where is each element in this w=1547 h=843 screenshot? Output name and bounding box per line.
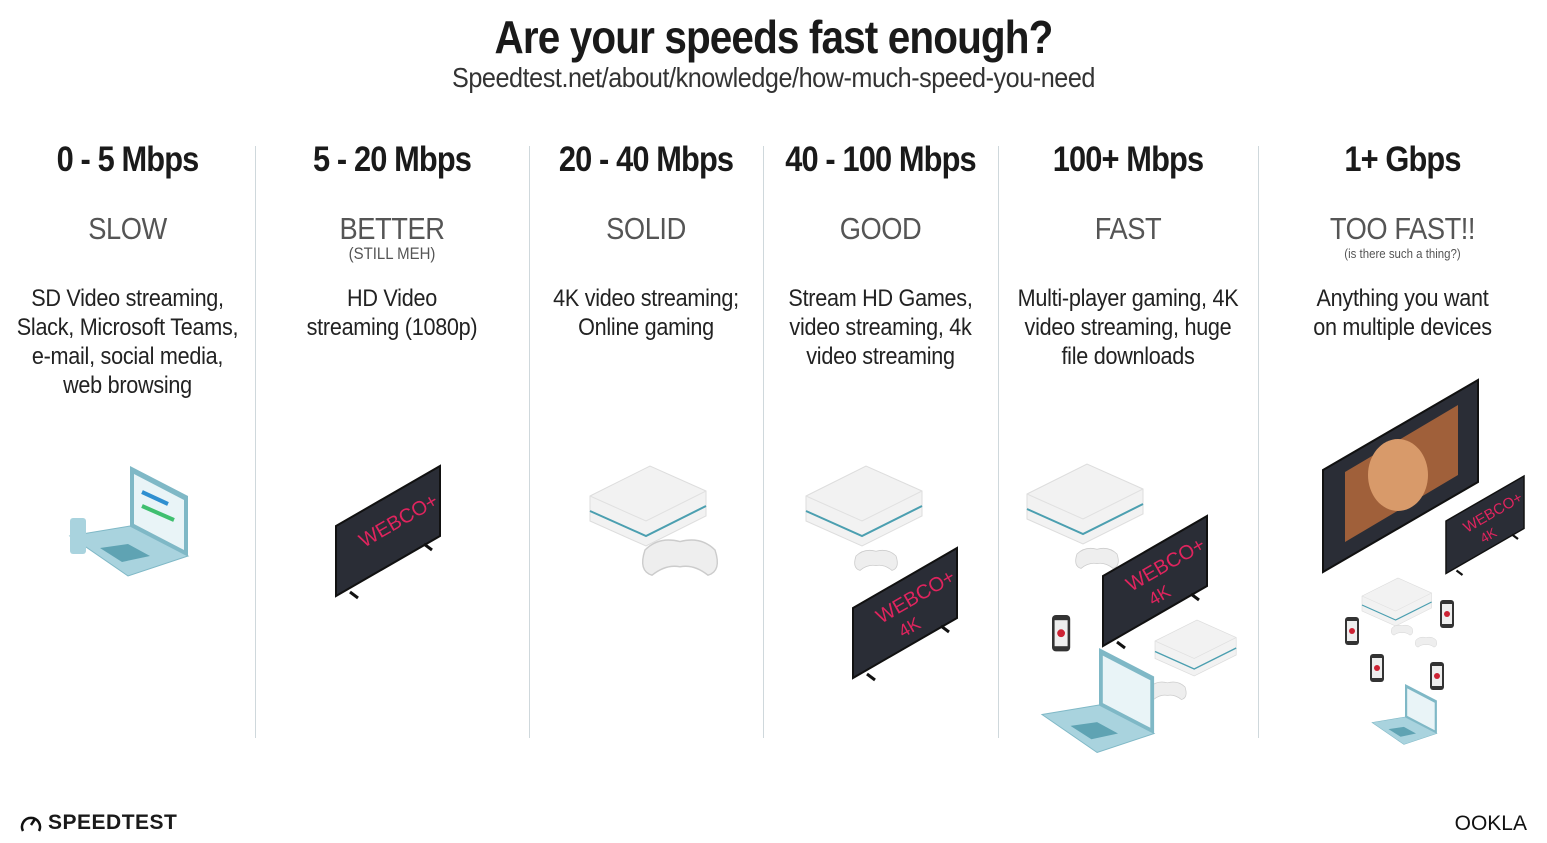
- speedometer-icon: [20, 816, 42, 832]
- gamepad-icon: [1415, 636, 1437, 648]
- speedtest-logo: SPEEDTEST: [20, 811, 177, 835]
- page-title: Are your speeds fast enough?: [494, 11, 1054, 63]
- speed-range: 100+ Mbps: [1052, 140, 1204, 179]
- chat-bubble-line: [141, 490, 169, 506]
- tier-description: Stream HD Games, video streaming, 4k vid…: [788, 285, 973, 370]
- tier-label: SLOW: [88, 211, 167, 246]
- gamepad-icon: [1391, 624, 1413, 636]
- tier-good: 40 - 100 Mbps GOOD Stream HD Games, vide…: [763, 140, 998, 740]
- tv-icon: WEBCO+: [334, 464, 442, 600]
- tier-sublabel: (STILL MEH): [348, 244, 436, 263]
- tier-description: Multi-player gaming, 4K video streaming,…: [1017, 285, 1239, 370]
- tier-label: BETTER: [339, 211, 445, 246]
- source-url: Speedtest.net/about/knowledge/how-much-s…: [452, 62, 1095, 93]
- speed-range: 1+ Gbps: [1344, 140, 1461, 179]
- chat-bubble-line: [141, 504, 175, 522]
- laptop-icon: [69, 465, 189, 577]
- tier-solid: 20 - 40 Mbps SOLID 4K video streaming; O…: [529, 140, 763, 740]
- speed-range: 5 - 20 Mbps: [312, 140, 472, 179]
- phone-icon: [1430, 662, 1444, 690]
- phone-icon: [70, 518, 86, 554]
- tier-label: SOLID: [606, 211, 686, 246]
- column-divider: [529, 146, 530, 738]
- tier-description: 4K video streaming; Online gaming: [553, 285, 739, 341]
- tier-better: 5 - 20 Mbps BETTER (STILL MEH) HD Video …: [255, 140, 529, 740]
- tier-label: TOO FAST!!: [1329, 211, 1476, 246]
- game-console-icon: [589, 465, 719, 576]
- ookla-logo: OOKLA: [1454, 812, 1527, 835]
- phone-icon: [1440, 600, 1454, 628]
- phone-icon: [1052, 615, 1071, 652]
- large-tv-icon: [1322, 378, 1479, 574]
- speedtest-wordmark: SPEEDTEST: [48, 811, 178, 834]
- tier-description: Anything you want on multiple devices: [1313, 285, 1492, 341]
- tier-slow: 0 - 5 Mbps SLOW SD Video streaming, Slac…: [0, 140, 255, 740]
- speed-range: 0 - 5 Mbps: [56, 140, 200, 179]
- column-divider: [998, 146, 999, 738]
- speed-range: 20 - 40 Mbps: [558, 140, 734, 179]
- tier-description: SD Video streaming, Slack, Microsoft Tea…: [16, 285, 239, 399]
- gamepad-icon: [641, 539, 719, 576]
- gamepad-icon: [1075, 547, 1119, 569]
- tv-badge-text: 4K: [1478, 525, 1500, 546]
- game-console-icon: [1361, 577, 1433, 627]
- gamepad-icon: [1148, 681, 1187, 700]
- tier-label: GOOD: [839, 211, 922, 246]
- tier-sublabel: (is there such a thing?): [1344, 246, 1461, 261]
- column-divider: [1258, 146, 1259, 738]
- game-console-icon: [1026, 463, 1144, 569]
- game-console-icon: [1154, 619, 1237, 677]
- phone-icon: [1370, 654, 1384, 682]
- laptop-icon: [1041, 647, 1155, 753]
- laptop-icon: [1371, 683, 1438, 745]
- speed-range: 40 - 100 Mbps: [785, 140, 976, 179]
- column-divider: [763, 146, 764, 738]
- phone-icon: [1345, 617, 1359, 645]
- tier-label: FAST: [1094, 211, 1162, 246]
- gamepad-icon: [854, 549, 898, 571]
- game-console-icon: [805, 465, 923, 571]
- column-divider: [255, 146, 256, 738]
- tier-description: HD Video streaming (1080p): [306, 285, 478, 341]
- tier-fast: 100+ Mbps FAST Multi-player gaming, 4K v…: [998, 140, 1258, 740]
- tier-too-fast: 1+ Gbps TOO FAST!! (is there such a thin…: [1258, 140, 1547, 740]
- tv-4k-icon: WEBCO+ 4K: [851, 546, 959, 682]
